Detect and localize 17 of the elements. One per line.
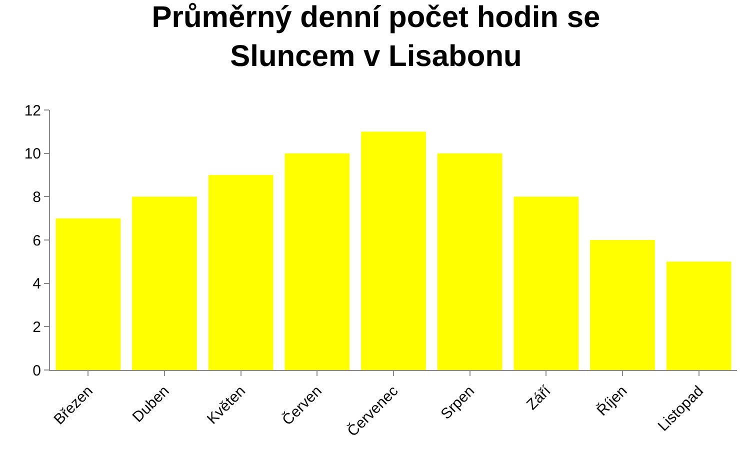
y-tick-label: 8 (32, 188, 41, 206)
bar (590, 240, 655, 370)
bar (361, 132, 426, 370)
y-tick-label: 0 (32, 362, 41, 380)
bar (208, 175, 274, 370)
bar (514, 196, 579, 370)
y-tick-label: 6 (32, 232, 41, 250)
y-tick-label: 12 (24, 102, 41, 120)
chart-title: Průměrný denní počet hodin se Sluncem v Lisabonu (152, 1, 600, 74)
y-tick-label: 2 (32, 318, 41, 336)
bar (132, 196, 197, 370)
bar (56, 218, 121, 370)
bar (284, 153, 350, 370)
y-tick-label: 4 (32, 276, 41, 293)
bar (437, 153, 502, 370)
bar (666, 262, 732, 370)
y-tick-label: 10 (24, 146, 41, 163)
